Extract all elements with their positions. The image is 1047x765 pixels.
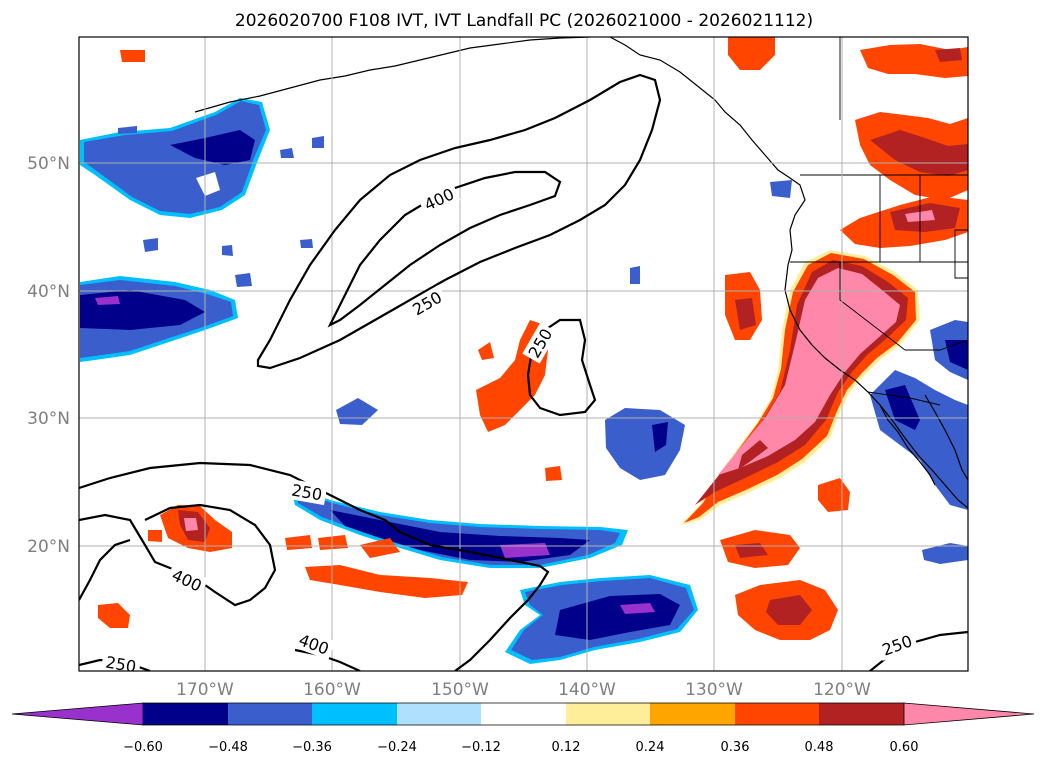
colorbar-segment — [312, 703, 397, 725]
positive-pc-regions — [98, 37, 968, 640]
lat-label: 20°N — [27, 537, 70, 557]
colorbar-tick-label: 0.36 — [721, 740, 750, 755]
colorbar-tick-label: 0.48 — [805, 740, 834, 755]
lon-label: 130°W — [685, 680, 743, 700]
colorbar-segment — [228, 703, 312, 725]
colorbar-segment — [650, 703, 735, 725]
contour-labels: 400 250 250 250 400 400 250 250 — [100, 181, 919, 676]
colorbar-tick-label: −0.24 — [377, 740, 417, 755]
contour-250-north — [256, 73, 662, 370]
lat-label: 30°N — [27, 409, 70, 429]
figure-title: 2026020700 F108 IVT, IVT Landfall PC (20… — [235, 11, 813, 31]
latitude-labels: 50°N 40°N 30°N 20°N — [27, 154, 70, 557]
contour-400-north — [327, 170, 562, 328]
lon-label: 160°W — [303, 680, 361, 700]
contour-label: 250 — [104, 652, 137, 676]
lon-label: 150°W — [431, 680, 489, 700]
ivt-contours — [79, 73, 968, 671]
colorbar-tick-label: 0.60 — [890, 740, 919, 755]
lat-label: 40°N — [27, 282, 70, 302]
colorbar-segment — [397, 703, 481, 725]
coastline-alaska — [194, 37, 591, 113]
colorbar-tick-label: −0.36 — [292, 740, 332, 755]
colorbar-tick-label: −0.60 — [123, 740, 163, 755]
lon-label: 120°W — [813, 680, 871, 700]
colorbar-tick-label: −0.48 — [208, 740, 248, 755]
colorbar-tick-label: 0.12 — [552, 740, 581, 755]
colorbar-extend-low — [11, 702, 144, 726]
political-borders — [790, 37, 968, 406]
colorbar-tick-label: −0.12 — [461, 740, 501, 755]
colorbar-extend-high — [903, 702, 1035, 726]
longitude-labels: 170°W 160°W 150°W 140°W 130°W 120°W — [176, 680, 871, 700]
colorbar-segment — [566, 703, 650, 725]
coastlines — [194, 37, 968, 509]
gridlines — [79, 37, 968, 671]
lon-label: 140°W — [558, 680, 616, 700]
map-content: 400 250 250 250 400 400 250 250 — [79, 37, 968, 676]
colorbar-segment — [819, 703, 904, 725]
negative-pc-regions — [80, 98, 968, 664]
colorbar-segment — [143, 703, 228, 725]
contour-250-south — [79, 461, 550, 671]
map-frame — [78, 36, 969, 672]
contour-400-lower — [294, 648, 361, 671]
lat-label: 50°N — [27, 154, 70, 174]
lon-label: 170°W — [176, 680, 234, 700]
contour-400-south — [79, 503, 277, 607]
colorbar-segment — [481, 703, 566, 725]
colorbar-tick-label: 0.24 — [636, 740, 665, 755]
colorbar: −0.60 −0.48 −0.36 −0.24 −0.12 0.12 0.24 … — [11, 702, 1035, 755]
colorbar-segment — [735, 703, 819, 725]
